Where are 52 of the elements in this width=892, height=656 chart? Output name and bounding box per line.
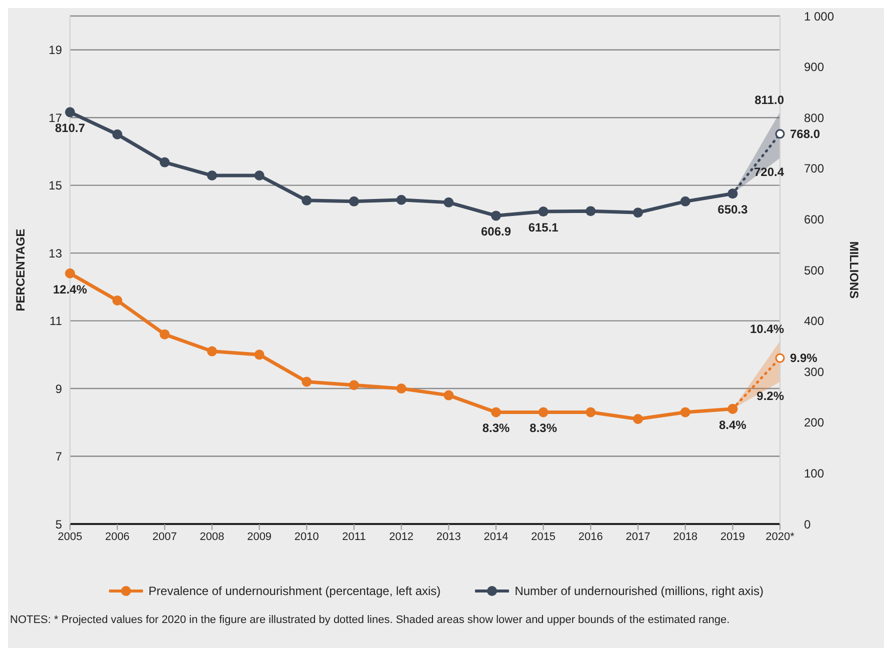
x-tick-label: 2015 — [531, 530, 556, 543]
y-tick-label: 5 — [55, 517, 62, 532]
y-axis-title: PERCENTAGE — [13, 228, 28, 312]
y2-tick-label: 600 — [804, 212, 824, 226]
x-tick-label: 2013 — [436, 530, 461, 543]
y-tick-label: 15 — [48, 178, 62, 193]
y-tick-label: 7 — [55, 450, 62, 464]
y-tick-label: 13 — [48, 246, 62, 260]
annotation: 720.4 — [754, 165, 784, 180]
data-label: 8.4% — [718, 418, 747, 432]
x-tick-label: 2020* — [766, 530, 796, 543]
y-tick-label: 9 — [55, 382, 62, 396]
annotation: 811.0 — [754, 93, 784, 108]
x-tick-label: 2014 — [484, 530, 508, 543]
legend-label: Number of undernourished (millions, right axis) — [514, 584, 764, 598]
x-tick-label: 2006 — [105, 530, 130, 543]
x-tick-label: 2005 — [58, 530, 82, 543]
text: NOTES: * Projected values for 2020 in the figure are illustrated by dotted lines. Shaded areas show lower and upper bounds of the estimated range. — [9, 613, 731, 626]
data-label: 650.3 — [718, 202, 748, 217]
y2-tick-label: 100 — [804, 466, 824, 480]
data-label: 8.3% — [530, 421, 558, 436]
y-tick-label: 11 — [50, 314, 62, 328]
x-tick-label: 2010 — [294, 530, 319, 543]
x-tick-label: 2008 — [200, 530, 224, 543]
data-label: 768.0 — [790, 126, 820, 141]
y2-tick-label: 200 — [804, 416, 824, 430]
x-tick-label: 2016 — [578, 530, 603, 543]
data-label: 8.3% — [482, 421, 510, 436]
x-tick-label: 2017 — [626, 530, 650, 543]
data-label: 12.4% — [52, 282, 88, 296]
y2-tick-label: 700 — [804, 162, 824, 176]
y-tick-label: 19 — [48, 43, 62, 58]
x-tick-label: 2007 — [152, 530, 177, 543]
y2-axis-title: MILLIONS — [846, 241, 861, 299]
annotation: 9.2% — [756, 388, 784, 403]
x-tick-label: 2011 — [342, 530, 366, 543]
y2-tick-label: 900 — [804, 60, 824, 74]
legend-label: Prevalence of undernourishment (percentage, left axis) — [148, 584, 441, 598]
x-tick-label: 2009 — [247, 530, 272, 543]
data-label: 606.9 — [480, 224, 512, 239]
y2-tick-label: 0 — [804, 517, 811, 532]
annotation: 10.4% — [750, 322, 784, 336]
y2-tick-label: 300 — [804, 364, 824, 379]
y2-tick-label: 1 000 — [804, 9, 834, 24]
x-tick-label: 2012 — [389, 530, 414, 543]
data-label: 9.9% — [790, 351, 818, 366]
x-tick-label: 2018 — [673, 530, 698, 543]
x-tick-label: 2019 — [720, 530, 745, 543]
y2-tick-label: 400 — [804, 314, 824, 328]
data-label: 615.1 — [528, 220, 559, 235]
y2-tick-label: 500 — [804, 263, 824, 278]
y2-tick-label: 800 — [804, 110, 824, 125]
